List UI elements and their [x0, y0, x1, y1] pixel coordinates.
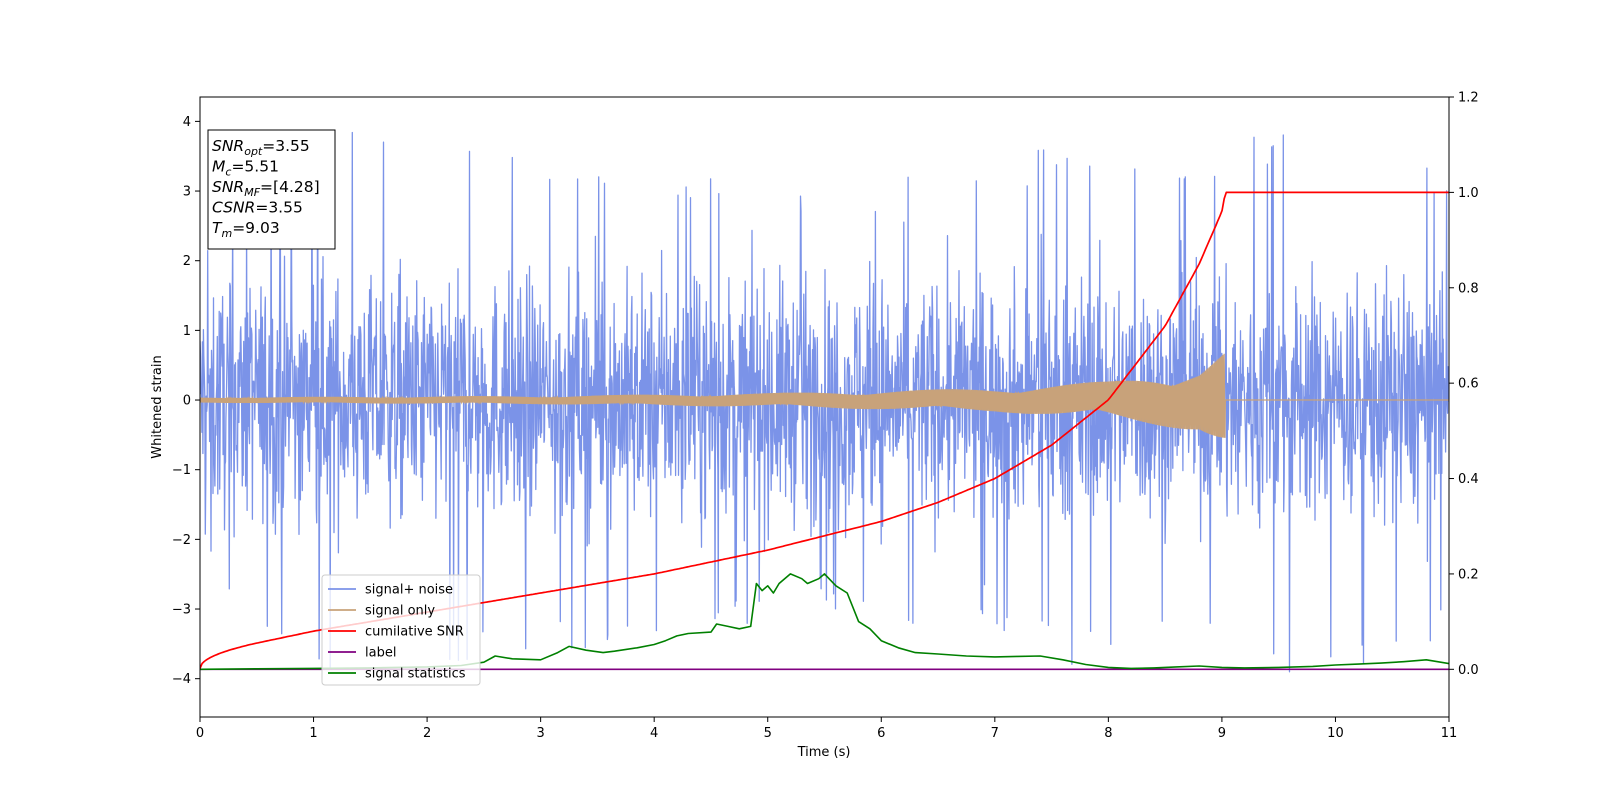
axes-frame: [199, 96, 1450, 718]
right-y-tick-label: 0.6: [1458, 377, 1479, 392]
x-tick-label: 8: [1104, 726, 1112, 741]
info-box-line: SNRopt=3.55: [212, 137, 310, 158]
left-y-tick-label: −3: [172, 603, 191, 618]
x-tick-label: 11: [1441, 726, 1458, 741]
x-tick-label: 4: [650, 726, 658, 741]
left-y-tick-label: 1: [183, 324, 191, 339]
info-box-frame: [207, 129, 336, 250]
x-tick-label: 6: [877, 726, 885, 741]
right-y-tick-label: 1.2: [1458, 91, 1479, 106]
left-y-tick-label: 4: [183, 115, 191, 130]
info-box-line: SNRMF=[4.28]: [212, 178, 320, 199]
legend-label: cumilative SNR: [365, 625, 464, 640]
info-box-line: CSNR=3.55: [212, 199, 303, 217]
left-y-tick-label: 0: [183, 394, 191, 409]
series-signal-statistics-line: [200, 573, 1449, 671]
right-y-tick-label: 1.0: [1458, 186, 1479, 201]
x-tick-label: 3: [536, 726, 544, 741]
right-y-axis-ticks: 0.0 0.2 0.4 0.6 0.8 1.0 1.2: [1449, 91, 1479, 678]
x-tick-label: 7: [991, 726, 999, 741]
legend: signal+ noise signal only cumilative SNR la…: [321, 574, 481, 686]
legend-label: signal+ noise: [365, 583, 453, 598]
x-axis-label: Time (s): [797, 745, 851, 760]
x-tick-label: 1: [309, 726, 317, 741]
legend-label: signal only: [365, 604, 435, 619]
right-y-tick-label: 0.0: [1458, 663, 1479, 678]
x-tick-label: 2: [423, 726, 431, 741]
right-y-tick-label: 0.2: [1458, 567, 1479, 582]
x-axis-ticks: 0 1 2 3 4 5 6 7 8 9 10 11: [196, 717, 1457, 741]
legend-label: signal statistics: [365, 667, 466, 682]
left-y-tick-label: −2: [172, 533, 191, 548]
right-y-tick-label: 0.8: [1458, 281, 1479, 296]
legend-label: label: [365, 646, 396, 661]
left-y-tick-label: −1: [172, 463, 191, 478]
x-tick-label: 10: [1327, 726, 1344, 741]
left-y-tick-label: 3: [183, 185, 191, 200]
right-y-tick-label: 0.4: [1458, 472, 1479, 487]
info-box-line: Tm=9.03: [212, 219, 280, 240]
left-y-tick-label: −4: [172, 672, 191, 687]
left-y-tick-label: 2: [183, 254, 191, 269]
legend-frame: [321, 574, 481, 686]
x-tick-label: 9: [1218, 726, 1226, 741]
x-tick-label: 5: [764, 726, 772, 741]
info-box-line: Mc=5.51: [212, 158, 279, 179]
series-signal-plus-noise-line: [200, 131, 1449, 673]
series-signal-only-line: [200, 353, 1449, 438]
x-tick-label: 0: [196, 726, 204, 741]
left-y-axis-ticks: −4 −3 −2 −1 0 1 2 3 4: [172, 115, 200, 687]
y-axis-label: Whitened strain: [150, 355, 165, 458]
